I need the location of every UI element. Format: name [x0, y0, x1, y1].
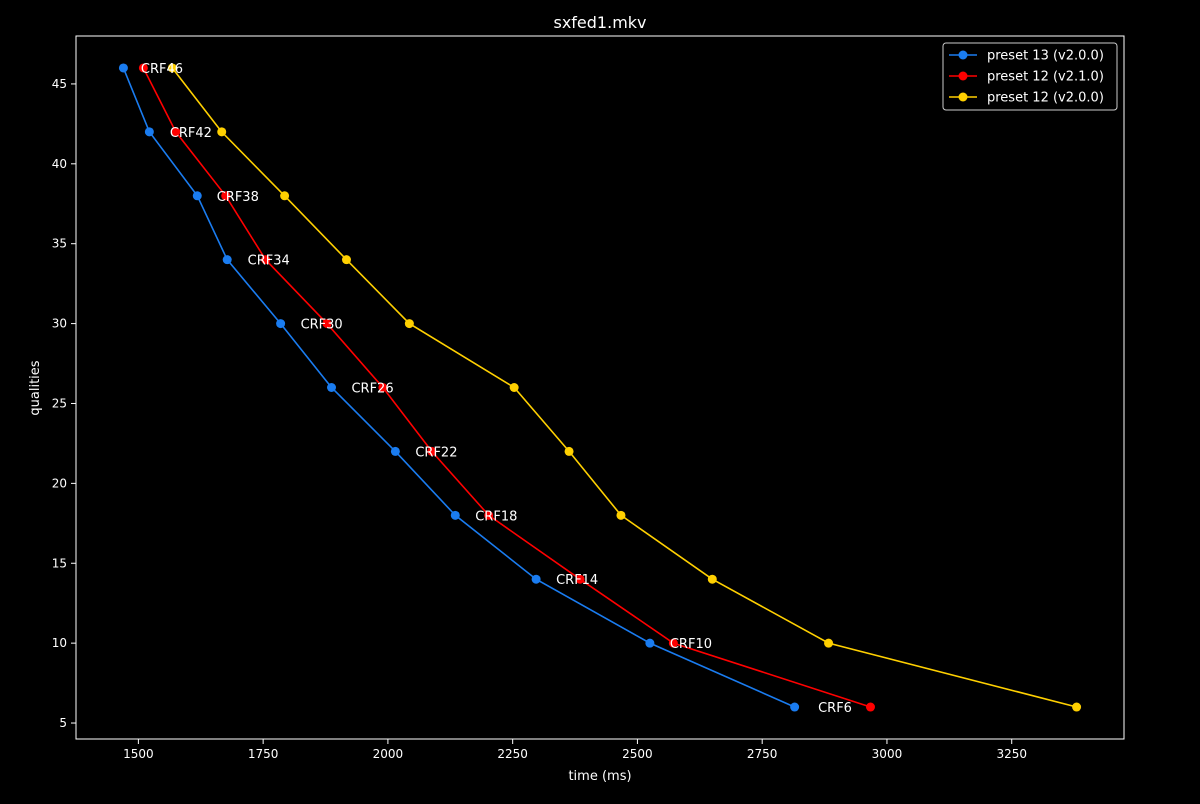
- series-1-point: [276, 319, 286, 329]
- series-1-point: [192, 191, 202, 201]
- series-1-point: [531, 574, 541, 584]
- series-3-point: [341, 255, 351, 265]
- x-tick-label: 2250: [497, 747, 528, 761]
- chart-title: sxfed1.mkv: [553, 13, 646, 32]
- legend-label-1: preset 13 (v2.0.0): [987, 49, 1104, 64]
- series-3-point: [824, 638, 834, 648]
- series-2-point: [261, 255, 271, 265]
- crf-annotation: CRF6: [818, 701, 852, 716]
- crf-annotation: CRF26: [351, 382, 393, 397]
- series-1-point: [144, 127, 154, 137]
- plot-area: 1500 1750 2000 2250 2500 2750 3000 3250 5 10 15 20 2…: [52, 35, 1125, 761]
- series-1-point: [450, 510, 460, 520]
- series-2-point: [378, 383, 388, 392]
- crf-annotation: CRF22: [415, 445, 457, 460]
- series-3-point: [616, 510, 626, 520]
- x-tick-label: 3250: [996, 747, 1027, 761]
- series-2-point: [668, 638, 678, 648]
- y-tick-label: 15: [52, 556, 67, 570]
- series-2-point: [427, 446, 437, 456]
- crf-annotation: CRF34: [248, 254, 290, 269]
- series-1-point: [327, 383, 337, 392]
- x-axis-label: time (ms): [568, 769, 631, 784]
- y-tick-label: 25: [52, 396, 67, 410]
- series-3-point: [509, 383, 519, 392]
- series-1-point: [222, 255, 232, 265]
- y-tick-label: 20: [52, 476, 67, 490]
- crf-annotation: CRF46: [141, 62, 183, 77]
- series-2-point: [322, 319, 332, 329]
- x-tick-label: 1750: [248, 747, 279, 761]
- crf-annotation: CRF18: [475, 509, 517, 524]
- series-3-point: [707, 574, 717, 584]
- y-tick-label: 40: [52, 157, 67, 171]
- legend-marker-2: [958, 71, 968, 81]
- legend-label-2: preset 12 (v2.1.0): [987, 70, 1104, 85]
- y-tick-label: 5: [59, 716, 67, 730]
- x-tick-label: 3000: [872, 747, 903, 761]
- crf-annotation: CRF42: [170, 126, 212, 141]
- y-tick-label: 45: [52, 77, 67, 91]
- series-3-point: [564, 446, 574, 456]
- series-2-point: [171, 127, 181, 137]
- series-3-point: [280, 191, 290, 201]
- crf-annotation: CRF38: [217, 190, 259, 205]
- crf-annotation: CRF30: [301, 318, 343, 333]
- series-2-point: [221, 191, 231, 201]
- y-tick-label: 35: [52, 237, 67, 251]
- series-2-point: [575, 574, 585, 584]
- x-tick-label: 2750: [747, 747, 778, 761]
- series-1-point: [118, 63, 128, 73]
- legend: preset 13 (v2.0.0) preset 12 (v2.1.0) pres…: [942, 42, 1118, 111]
- series-2-point: [138, 63, 148, 73]
- y-tick-label: 30: [52, 317, 67, 331]
- series-2-point: [865, 702, 875, 712]
- legend-marker-1: [958, 50, 968, 60]
- x-tick-label: 2000: [373, 747, 404, 761]
- series-3-point: [1072, 702, 1082, 712]
- x-tick-label: 2500: [622, 747, 653, 761]
- plot-frame: [75, 35, 1125, 740]
- legend-label-3: preset 12 (v2.0.0): [987, 91, 1104, 106]
- y-tick-label: 10: [52, 636, 67, 650]
- series-1-point: [790, 702, 800, 712]
- crf-annotation: CRF10: [670, 637, 712, 652]
- legend-marker-3: [958, 92, 968, 102]
- y-axis-label: qualities: [28, 360, 43, 415]
- x-tick-label: 1500: [123, 747, 154, 761]
- crf-annotation: CRF14: [556, 573, 598, 588]
- series-1-point: [645, 638, 655, 648]
- series-3-point: [217, 127, 227, 137]
- series-2-point: [484, 510, 494, 520]
- series-3-point: [404, 319, 414, 329]
- legend-box: [942, 42, 1118, 111]
- series-1-point: [390, 446, 400, 456]
- series-3-point: [167, 63, 177, 73]
